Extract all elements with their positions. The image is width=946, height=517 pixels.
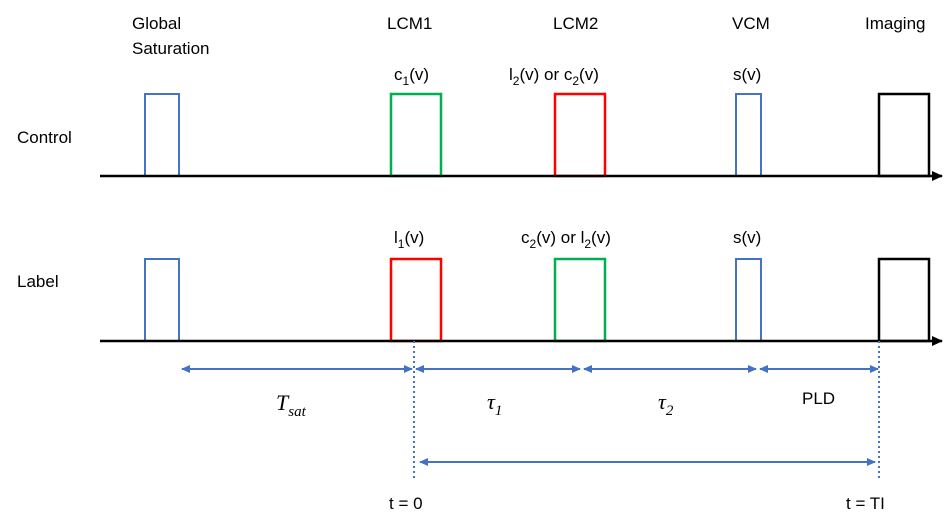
control-vcm-pulse bbox=[736, 94, 761, 176]
control-lcm1-pulse-label: c1(v) bbox=[394, 65, 429, 88]
control-global-saturation-pulse bbox=[145, 94, 179, 176]
label-imaging-pulse bbox=[879, 259, 929, 341]
global-header-line2: Saturation bbox=[132, 39, 210, 58]
label-lcm1-pulse-label: l1(v) bbox=[394, 228, 424, 251]
pld-label: PLD bbox=[802, 389, 835, 408]
label-vcm-pulse-label: s(v) bbox=[733, 228, 761, 247]
control-vcm-pulse-label: s(v) bbox=[733, 65, 761, 84]
ti-label: t = TI bbox=[846, 494, 885, 513]
tau2-label: τ2 bbox=[658, 389, 674, 419]
tau1-label: τ1 bbox=[487, 389, 502, 419]
global-saturation-header: Global Saturation bbox=[132, 14, 210, 58]
vcm-header: VCM bbox=[732, 14, 770, 33]
label-global-saturation-pulse bbox=[145, 259, 179, 341]
lcm2-header: LCM2 bbox=[553, 14, 598, 33]
t0-label: t = 0 bbox=[389, 494, 423, 513]
global-header-line1: Global bbox=[132, 14, 181, 33]
label-lcm2-pulse bbox=[555, 259, 605, 341]
control-lcm1-pulse bbox=[391, 94, 441, 176]
lcm1-header: LCM1 bbox=[387, 14, 432, 33]
control-lcm2-pulse bbox=[555, 94, 605, 176]
label-row-label: Label bbox=[17, 272, 59, 291]
control-imaging-pulse bbox=[879, 94, 929, 176]
label-vcm-pulse bbox=[736, 259, 761, 341]
control-row-label: Control bbox=[17, 128, 72, 147]
tsat-label: Tsat bbox=[276, 390, 307, 420]
imaging-header: Imaging bbox=[865, 14, 925, 33]
control-lcm2-pulse-label: l2(v) or c2(v) bbox=[509, 65, 599, 88]
label-lcm1-pulse bbox=[391, 259, 441, 341]
label-lcm2-pulse-label: c2(v) or l2(v) bbox=[521, 228, 611, 251]
